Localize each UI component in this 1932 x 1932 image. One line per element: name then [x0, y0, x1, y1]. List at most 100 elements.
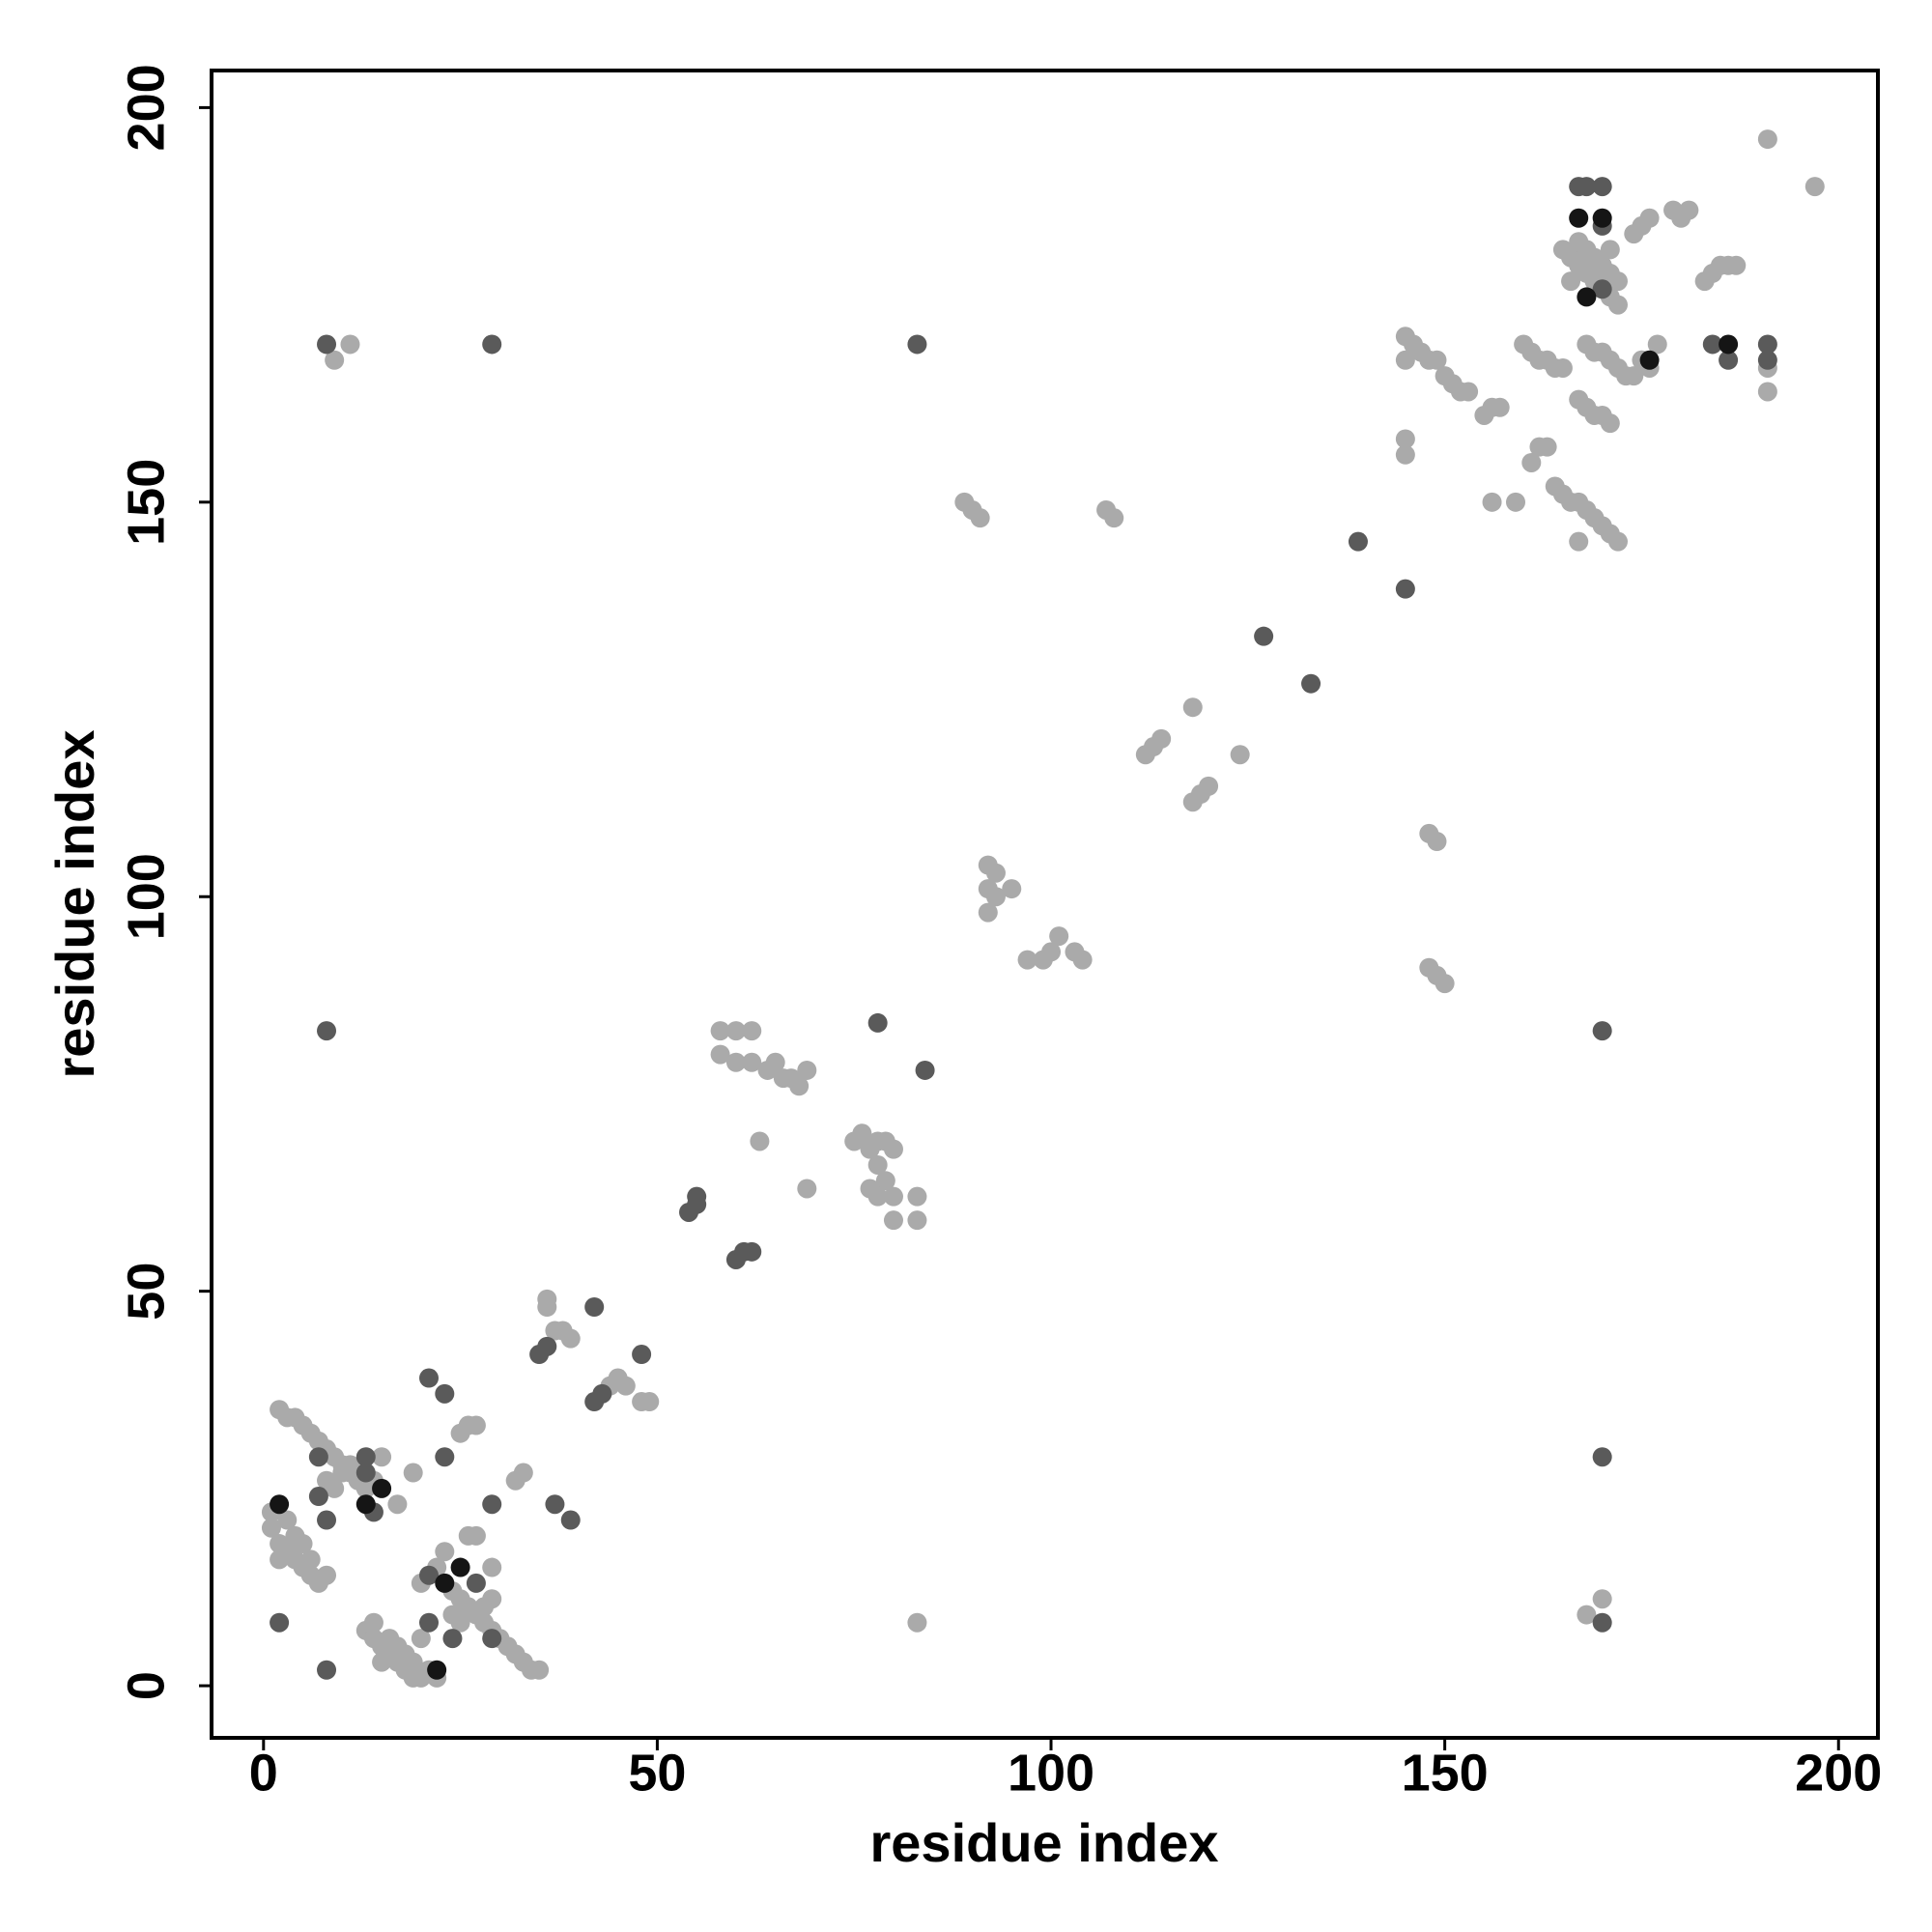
x-tick-label: 50 — [628, 1744, 686, 1802]
point — [867, 1154, 888, 1175]
point — [1072, 950, 1093, 970]
y-tick-label: 150 — [117, 459, 175, 546]
point — [1552, 357, 1573, 378]
point — [1592, 1021, 1612, 1041]
plot-frame — [210, 69, 1880, 1740]
point — [1607, 271, 1628, 292]
x-tick-label: 200 — [1795, 1744, 1882, 1802]
y-tick-label: 0 — [117, 1671, 175, 1700]
point — [1395, 429, 1415, 449]
point — [403, 1652, 423, 1672]
point — [1600, 413, 1620, 434]
point — [978, 902, 998, 923]
point — [435, 1542, 455, 1562]
point — [403, 1463, 423, 1483]
point — [883, 1139, 903, 1159]
point — [560, 1510, 581, 1530]
y-tick-label: 100 — [117, 853, 175, 940]
point — [1521, 452, 1542, 472]
point — [450, 1423, 470, 1443]
point — [355, 1494, 376, 1515]
point — [1639, 350, 1660, 370]
point — [1561, 271, 1581, 292]
point — [466, 1415, 486, 1435]
point — [1757, 129, 1777, 150]
point — [450, 1612, 470, 1633]
point — [1482, 492, 1502, 512]
point — [340, 334, 360, 355]
point — [1435, 974, 1455, 994]
point — [1395, 444, 1415, 465]
point — [1017, 950, 1037, 970]
point — [363, 1612, 384, 1633]
point — [482, 1629, 502, 1649]
point — [1348, 531, 1368, 552]
point — [1537, 437, 1557, 457]
point — [725, 1052, 746, 1072]
point — [466, 1573, 486, 1593]
point — [317, 1510, 337, 1530]
point — [883, 1210, 903, 1231]
point — [1395, 579, 1415, 599]
point — [317, 1565, 337, 1585]
point — [1607, 531, 1628, 552]
point — [1679, 200, 1699, 220]
point — [852, 1123, 872, 1144]
x-axis-label: residue index — [869, 1812, 1218, 1873]
y-axis-label: residue index — [44, 729, 105, 1078]
point — [1702, 334, 1722, 355]
point — [1049, 926, 1069, 947]
point — [1592, 1589, 1612, 1609]
point — [270, 1494, 290, 1515]
y-tick-label: 200 — [117, 64, 175, 151]
point — [482, 1494, 502, 1515]
point — [435, 1573, 455, 1593]
point — [325, 1478, 345, 1498]
point — [442, 1629, 463, 1649]
point — [372, 1447, 392, 1467]
point — [293, 1534, 313, 1554]
point — [883, 1186, 903, 1207]
point — [1104, 508, 1124, 528]
point — [325, 350, 345, 370]
point — [355, 1447, 376, 1467]
point — [537, 1297, 557, 1318]
point — [875, 1171, 895, 1191]
point — [781, 1068, 801, 1089]
point — [1804, 177, 1825, 197]
point — [710, 1044, 730, 1065]
point — [317, 1021, 337, 1041]
point — [317, 1660, 337, 1680]
point — [1719, 334, 1739, 355]
point — [355, 1463, 376, 1483]
point — [560, 1328, 581, 1349]
point — [372, 1652, 392, 1672]
point — [1199, 776, 1219, 796]
point — [387, 1494, 408, 1515]
point — [915, 1060, 935, 1080]
point — [1757, 382, 1777, 402]
point — [765, 1052, 785, 1072]
point — [1719, 350, 1739, 370]
point — [1577, 1605, 1597, 1625]
point — [1592, 279, 1612, 299]
point — [1569, 531, 1589, 552]
point — [1577, 287, 1597, 307]
point — [985, 887, 1006, 907]
point — [1041, 942, 1062, 962]
point — [435, 1383, 455, 1404]
point — [1506, 492, 1525, 512]
point — [584, 1297, 605, 1318]
point — [907, 1210, 927, 1231]
point — [435, 1447, 455, 1467]
point — [372, 1478, 392, 1498]
point — [1592, 1612, 1612, 1633]
point — [427, 1660, 447, 1680]
point — [340, 1455, 360, 1475]
point — [687, 1186, 707, 1207]
point — [1592, 1447, 1612, 1467]
point — [907, 1612, 927, 1633]
point — [466, 1525, 486, 1546]
point — [1726, 255, 1747, 275]
